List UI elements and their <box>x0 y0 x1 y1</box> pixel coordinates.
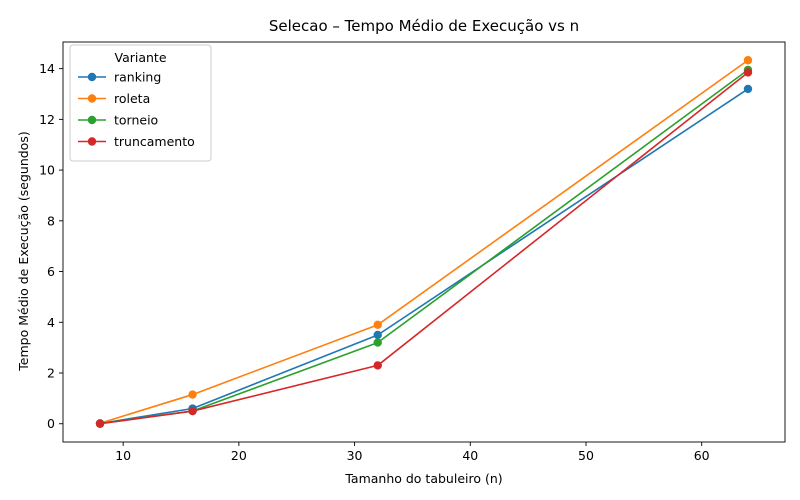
data-point-torneio-32 <box>373 338 382 347</box>
y-tick-label-8: 8 <box>47 213 55 228</box>
x-tick-label-30: 30 <box>347 448 363 463</box>
legend: Variante ranking roleta torneio truncamento <box>69 44 212 162</box>
plot-frame <box>62 41 786 443</box>
legend-label-roleta: roleta <box>114 91 150 106</box>
x-tick-label-50: 50 <box>578 448 594 463</box>
x-tick-label-60: 60 <box>694 448 710 463</box>
series-line-truncamento <box>99 71 749 425</box>
data-point-roleta-16 <box>188 390 197 399</box>
x-axis-label: Tamanho do tabuleiro (n) <box>344 471 502 486</box>
series-line-ranking <box>99 88 749 425</box>
plot-area: 10 20 30 40 50 60 0 2 4 6 8 10 12 14 <box>39 41 786 463</box>
data-point-ranking-64 <box>743 84 753 94</box>
y-axis-label: Tempo Médio de Execução (segundos) <box>16 131 31 371</box>
data-point-truncamento-16 <box>188 406 197 416</box>
legend-marker-truncamento <box>87 137 97 146</box>
data-point-truncamento-64 <box>743 68 753 77</box>
legend-label-ranking: ranking <box>114 70 161 85</box>
legend-label-truncamento: truncamento <box>114 134 195 149</box>
legend-title: Variante <box>114 50 166 65</box>
legend-marker-roleta <box>87 94 97 103</box>
data-point-roleta-32 <box>373 320 382 330</box>
series-line-roleta <box>99 59 749 424</box>
y-tick-label-4: 4 <box>47 315 55 330</box>
legend-box <box>69 44 212 162</box>
data-point-truncamento-32 <box>373 361 382 370</box>
legend-marker-ranking <box>87 72 97 82</box>
x-tick-label-20: 20 <box>231 448 247 463</box>
data-point-ranking-32 <box>373 330 382 340</box>
x-tick-label-10: 10 <box>115 448 131 463</box>
y-tick-label-14: 14 <box>39 61 55 76</box>
y-tick-label-10: 10 <box>39 163 55 178</box>
data-point-roleta-64 <box>743 56 753 65</box>
x-tick-label-40: 40 <box>462 448 478 463</box>
legend-label-torneio: torneio <box>114 113 158 128</box>
y-tick-label-2: 2 <box>47 366 55 381</box>
legend-marker-torneio <box>87 115 97 125</box>
y-tick-label-0: 0 <box>47 416 55 431</box>
chart-title: Selecao – Tempo Médio de Execução vs n <box>269 17 579 35</box>
y-tick-label-12: 12 <box>39 112 55 127</box>
data-point-truncamento-8 <box>95 419 105 428</box>
y-tick-label-6: 6 <box>47 264 55 279</box>
